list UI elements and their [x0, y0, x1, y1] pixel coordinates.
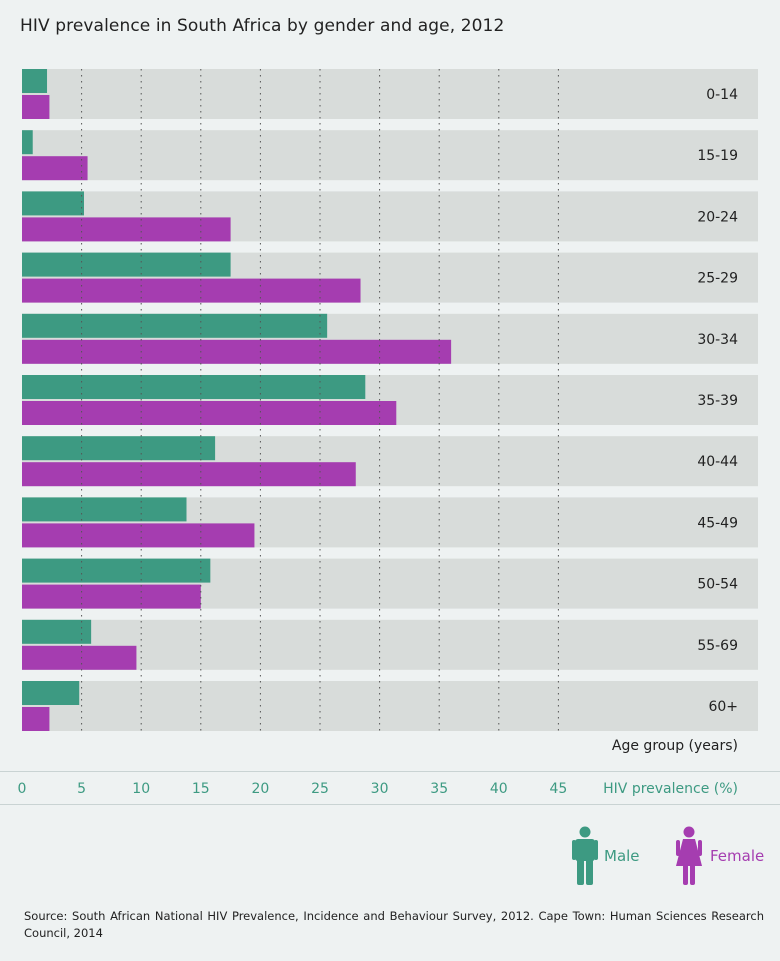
category-label: 60+ — [708, 699, 738, 715]
tick-label: 45 — [549, 781, 567, 797]
female-bar — [22, 339, 452, 364]
female-bar — [22, 95, 50, 119]
category-label: 20-24 — [697, 209, 738, 225]
male-bar — [22, 497, 187, 522]
gridlines — [81, 69, 559, 731]
row-track — [22, 619, 758, 670]
female-bar — [22, 707, 50, 731]
tick-label: 40 — [490, 781, 508, 797]
legend-female: Female — [674, 826, 764, 886]
axis-divider-bottom — [0, 804, 780, 805]
female-bar — [22, 156, 88, 181]
row-track — [22, 681, 758, 731]
male-bar — [22, 619, 92, 644]
female-bar — [22, 278, 361, 303]
row-track — [22, 69, 758, 119]
category-label: 30-34 — [697, 332, 738, 348]
male-bar — [22, 252, 231, 277]
male-icon — [572, 826, 598, 885]
axis-divider-top — [0, 771, 780, 772]
category-label: 55-69 — [697, 638, 738, 654]
female-bar — [22, 462, 356, 487]
category-label: 25-29 — [697, 271, 738, 287]
male-bar — [22, 375, 366, 399]
category-label: 15-19 — [697, 148, 738, 164]
tick-label: 15 — [192, 781, 210, 797]
female-bar — [22, 645, 137, 670]
category-label: 50-54 — [697, 577, 738, 593]
row-track — [22, 130, 758, 181]
female-icon — [676, 826, 702, 885]
tick-label: 5 — [77, 781, 86, 797]
male-bar — [22, 69, 48, 93]
category-label: 45-49 — [697, 515, 738, 531]
male-bar — [22, 313, 328, 338]
female-bar — [22, 584, 201, 609]
tick-label: 20 — [251, 781, 269, 797]
x-axis-label: HIV prevalence (%) — [603, 781, 738, 797]
legend-female-label: Female — [710, 847, 765, 865]
tick-labels: 0 5 10 15 20 25 30 35 40 45 — [18, 781, 568, 797]
chart-title: HIV prevalence in South Africa by gender… — [20, 16, 505, 36]
bars — [22, 69, 452, 731]
bar-chart: 0-14 15-19 20-24 25-29 30-34 35-39 40-44 45-49 5… — [18, 69, 758, 797]
male-bar — [22, 558, 211, 583]
female-bar — [22, 401, 397, 425]
male-bar — [22, 130, 33, 155]
legend-male: Male — [572, 826, 640, 886]
tick-label: 0 — [18, 781, 27, 797]
row-backgrounds — [22, 69, 758, 731]
category-label: 35-39 — [697, 393, 738, 409]
source-note: Source: South African National HIV Preva… — [24, 909, 764, 940]
legend-male-label: Male — [604, 847, 640, 865]
tick-label: 10 — [132, 781, 150, 797]
male-bar — [22, 436, 216, 461]
category-label: 0-14 — [706, 87, 738, 103]
female-bar — [22, 523, 255, 548]
female-bar — [22, 217, 231, 242]
category-labels: 0-14 15-19 20-24 25-29 30-34 35-39 40-44 45-49 5… — [697, 87, 738, 715]
y-axis-label: Age group (years) — [612, 738, 738, 754]
male-bar — [22, 681, 80, 705]
category-label: 40-44 — [697, 454, 738, 470]
tick-label: 30 — [371, 781, 389, 797]
tick-label: 35 — [430, 781, 448, 797]
male-bar — [22, 191, 84, 216]
tick-label: 25 — [311, 781, 329, 797]
